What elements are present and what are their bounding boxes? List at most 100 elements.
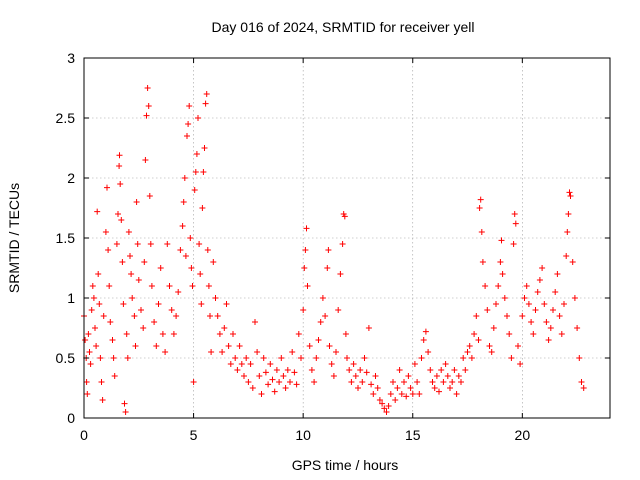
tick-labels: 0 0.5 1 1.5 2 2.5 3 0 5 10 15 20 [56,50,531,443]
data-point [418,355,425,361]
data-point [190,379,197,385]
data-point [477,196,484,203]
data-point [145,103,152,109]
data-point [510,241,517,247]
x-axis-label: GPS time / hours [292,457,399,473]
data-point [134,241,141,247]
data-point [93,343,100,349]
data-point [539,265,546,271]
data-point [210,259,217,265]
data-point [466,343,473,349]
data-point [200,169,207,175]
data-point [196,241,203,247]
data-point [554,271,561,277]
data-point [153,343,160,349]
data-point [471,331,478,337]
data-point [192,169,199,175]
data-point [85,331,92,337]
data-point [458,379,464,385]
data-point [326,343,333,349]
data-point [269,376,276,383]
data-point [262,369,269,376]
data-point [569,259,576,265]
data-point [127,253,133,259]
data-point [484,307,491,313]
data-point [243,355,250,361]
data-point [561,301,567,307]
data-point [207,313,213,319]
data-point [523,283,530,289]
data-point [381,405,388,412]
data-point [124,355,131,361]
y-tick-label: 2.5 [56,110,76,126]
data-point [181,175,188,181]
data-point [558,331,565,337]
data-point [193,151,200,157]
data-point [315,337,322,343]
data-point [498,237,505,244]
data-point [385,403,392,409]
data-point [319,295,326,301]
data-point [113,241,120,247]
data-point [478,229,485,235]
data-point [476,205,483,211]
data-point [359,379,366,385]
data-point [284,367,291,373]
y-tick-label: 0.5 [56,350,76,366]
data-point [97,355,104,361]
data-point [90,295,97,301]
data-point [325,247,332,253]
data-point [341,213,348,220]
data-point [571,295,578,301]
data-point [372,373,379,379]
data-point [254,349,261,355]
data-point [214,313,221,319]
data-point [390,379,396,385]
data-point [547,325,554,331]
data-point [182,253,189,259]
data-point [173,313,180,319]
data-point [84,391,91,397]
data-point [396,367,403,373]
data-point [121,400,128,407]
data-point [186,103,193,109]
data-point [258,391,265,397]
data-point [368,381,375,388]
data-point [453,391,460,397]
data-point [504,313,510,319]
data-point [376,397,383,403]
data-point [348,379,355,385]
data-point [370,391,377,397]
data-point [278,355,285,361]
data-point [179,223,186,229]
data-point [574,325,581,331]
data-point [109,337,116,343]
x-tick-label: 20 [515,427,531,443]
data-point [512,220,519,227]
data-point [473,313,480,319]
data-point [333,349,339,355]
data-point [104,184,110,191]
y-axis-label: SRMTID / TECUs [6,183,22,293]
data-points [81,85,587,415]
data-point [205,283,212,289]
data-point [195,115,201,121]
data-point [511,211,518,217]
data-point [464,349,471,355]
data-point [403,393,410,400]
data-point [564,229,571,235]
data-point [566,189,573,196]
data-point [379,400,386,407]
data-point [201,145,208,151]
data-point [580,385,587,391]
chart-title: Day 016 of 2024, SRMTID for receiver yel… [212,19,475,35]
data-point [241,373,247,379]
data-point [102,229,109,235]
data-point [530,331,537,337]
data-point [208,349,215,355]
data-point [414,379,421,385]
data-point [155,301,162,307]
data-point [552,289,559,295]
data-point [133,199,140,205]
